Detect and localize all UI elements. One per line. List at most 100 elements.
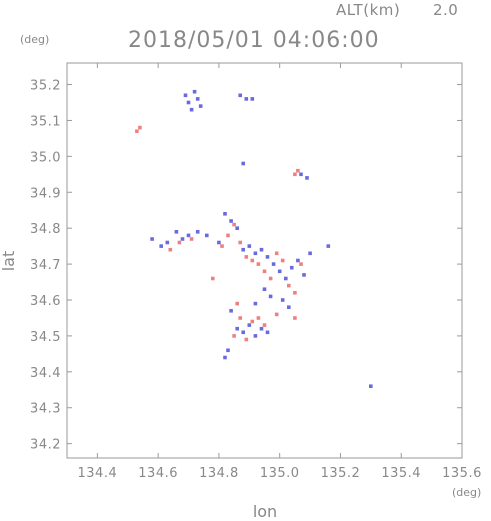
data-point xyxy=(159,244,163,248)
altitude-label: ALT(km) xyxy=(336,1,400,19)
data-point xyxy=(198,104,203,108)
data-point xyxy=(287,283,291,288)
data-point xyxy=(235,226,239,230)
y-tick-label: 34.6 xyxy=(30,294,61,309)
x-tick-label: 134.8 xyxy=(199,466,239,481)
data-point xyxy=(238,316,242,320)
data-point xyxy=(250,97,255,101)
data-point xyxy=(189,107,194,112)
data-point xyxy=(274,251,279,256)
data-point xyxy=(262,323,267,327)
y-axis-unit: (deg) xyxy=(20,33,49,46)
data-point xyxy=(293,291,297,295)
data-point xyxy=(229,219,233,223)
altitude-value: 2.0 xyxy=(433,1,458,19)
x-tick-label: 135.0 xyxy=(260,466,300,481)
data-point xyxy=(256,316,261,320)
data-point xyxy=(195,230,200,234)
x-tick-label: 134.4 xyxy=(78,466,118,481)
data-point xyxy=(241,330,245,335)
data-point xyxy=(274,312,279,317)
y-tick-label: 34.7 xyxy=(30,258,61,273)
data-point xyxy=(205,233,209,238)
data-point xyxy=(280,258,285,263)
x-tick-label: 135.6 xyxy=(442,466,482,481)
data-point xyxy=(369,384,373,388)
data-point xyxy=(293,172,297,177)
data-point xyxy=(168,247,173,252)
data-point xyxy=(232,222,236,227)
data-point xyxy=(238,93,242,98)
data-point xyxy=(232,334,236,338)
data-point xyxy=(290,265,294,270)
data-point xyxy=(259,247,264,252)
data-point xyxy=(250,319,255,324)
y-axis-title: lat xyxy=(0,251,18,272)
plot-frame xyxy=(66,62,463,459)
data-point xyxy=(262,287,267,291)
data-point xyxy=(229,309,233,313)
data-point xyxy=(299,172,303,177)
data-point xyxy=(293,316,297,320)
data-point xyxy=(220,244,224,248)
data-point xyxy=(262,269,267,274)
data-point xyxy=(174,230,179,234)
data-point xyxy=(217,240,221,245)
data-point xyxy=(226,233,230,238)
x-tick-label: 135.4 xyxy=(381,466,421,481)
data-point xyxy=(287,305,291,309)
data-point xyxy=(150,237,154,241)
y-tick-label: 35.1 xyxy=(30,114,61,129)
data-point xyxy=(256,262,261,266)
y-tick-label: 34.9 xyxy=(30,186,61,201)
x-axis-title: lon xyxy=(253,502,277,521)
data-point xyxy=(235,326,239,331)
data-point xyxy=(186,100,191,105)
x-axis-unit: (deg) xyxy=(452,486,481,499)
data-point xyxy=(296,258,300,263)
data-point xyxy=(259,326,264,331)
x-tick-label: 135.2 xyxy=(321,466,361,481)
data-point xyxy=(235,301,239,306)
data-point xyxy=(265,330,270,335)
data-point xyxy=(280,298,285,302)
data-point xyxy=(180,237,185,241)
data-point xyxy=(268,276,273,281)
y-tick-label: 34.8 xyxy=(30,222,61,237)
data-point xyxy=(253,334,258,338)
data-point xyxy=(177,240,182,245)
data-point xyxy=(226,348,230,353)
data-point xyxy=(241,161,245,166)
data-point xyxy=(195,97,200,101)
x-tick-label: 134.6 xyxy=(138,466,178,481)
data-point xyxy=(296,168,300,173)
data-point xyxy=(302,273,306,277)
data-point xyxy=(244,337,249,342)
y-tick-label: 34.3 xyxy=(30,402,61,417)
data-point xyxy=(253,251,258,256)
data-point xyxy=(238,240,242,245)
axis-ticks: 134.4 134.6 134.8 135.0 135.2 135.4 135.6 34.2 3… xyxy=(30,63,482,481)
y-tick-label: 35.2 xyxy=(30,79,61,94)
data-point xyxy=(250,258,255,263)
data-point xyxy=(223,212,227,216)
data-points xyxy=(135,89,373,388)
data-point xyxy=(183,93,188,98)
data-point xyxy=(211,276,215,281)
data-point xyxy=(241,247,245,252)
y-tick-label: 34.2 xyxy=(30,438,61,453)
data-point xyxy=(165,240,170,245)
y-tick-label: 34.5 xyxy=(30,330,61,345)
data-point xyxy=(244,255,249,259)
data-point xyxy=(244,97,249,101)
data-point xyxy=(305,176,309,180)
y-tick-label: 34.4 xyxy=(30,366,61,381)
y-tick-label: 35.0 xyxy=(30,150,61,165)
data-point xyxy=(192,89,197,94)
data-point xyxy=(135,129,139,133)
data-point xyxy=(247,244,252,248)
data-point xyxy=(268,294,273,299)
data-point xyxy=(189,237,194,241)
